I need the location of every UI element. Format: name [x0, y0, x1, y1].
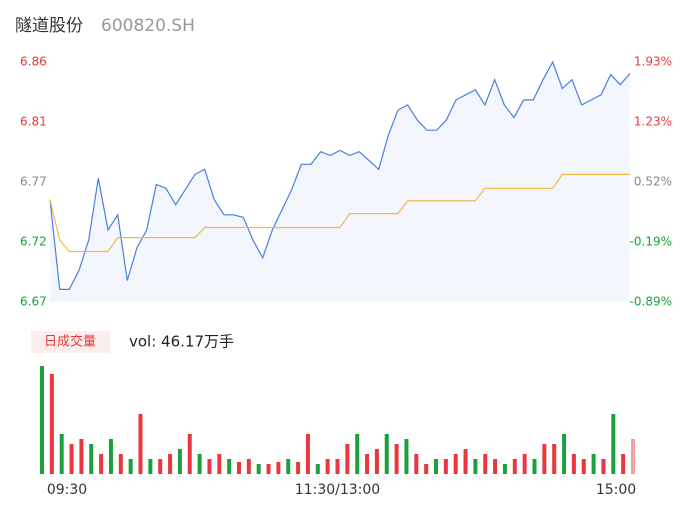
volume-bar: [246, 459, 251, 474]
volume-bar: [621, 454, 626, 474]
volume-bar: [502, 464, 507, 474]
volume-bar: [591, 454, 596, 474]
volume-bar: [325, 459, 330, 474]
y2-tick-label: -0.89%: [630, 295, 672, 309]
volume-bar: [473, 459, 478, 474]
volume-bar: [207, 459, 212, 474]
volume-bar: [89, 444, 94, 474]
stock-code: 600820.SH: [101, 16, 195, 36]
volume-bar: [148, 459, 153, 474]
volume-bar: [315, 464, 320, 474]
volume-bar: [237, 462, 241, 474]
volume-bar: [187, 434, 192, 474]
volume-bar: [158, 459, 163, 474]
volume-bar: [562, 434, 567, 474]
volume-bar: [611, 414, 616, 474]
volume-bar: [227, 459, 232, 474]
legend-label: 日成交量: [44, 334, 96, 350]
volume-bar: [552, 444, 557, 474]
volume-bar: [40, 366, 44, 474]
volume-bar: [296, 462, 301, 474]
volume-bar: [118, 454, 123, 474]
volume-bar: [168, 454, 173, 474]
y2-tick-label: 1.23%: [634, 115, 672, 129]
volume-summary: vol: 46.17万手: [129, 333, 234, 351]
volume-bar: [414, 454, 419, 474]
price-area: [50, 62, 630, 302]
volume-bar: [276, 462, 281, 474]
volume-bar: [404, 439, 409, 474]
price-line: [49, 60, 631, 290]
volume-bar: [483, 454, 488, 474]
y-tick-label: 6.81: [20, 115, 47, 129]
y-tick-label: 6.86: [20, 55, 47, 69]
x-tick-label: 11:30/13:00: [295, 482, 380, 498]
volume-bar: [335, 459, 340, 474]
volume-bar: [266, 464, 271, 474]
volume-bar: [424, 464, 429, 474]
volume-bar: [138, 414, 143, 474]
volume-bar: [197, 454, 202, 474]
volume-bar: [374, 449, 379, 474]
volume-bar: [355, 434, 360, 474]
volume-bar: [384, 434, 389, 474]
stock-name: 隧道股份: [15, 16, 83, 36]
volume-bar: [542, 444, 547, 474]
volume-bar: [79, 439, 84, 474]
volume-bar: [453, 454, 458, 474]
volume-bar: [99, 454, 104, 474]
volume-bar: [443, 459, 448, 474]
volume-bar: [286, 459, 291, 474]
volume-bar: [434, 459, 438, 474]
y-tick-label: 6.77: [20, 175, 47, 189]
volume-bar: [522, 454, 527, 474]
volume-bar: [49, 374, 54, 474]
volume-bar: [128, 459, 133, 474]
volume-bar: [108, 439, 113, 474]
y-tick-label: 6.72: [20, 235, 47, 249]
y2-tick-label: -0.19%: [630, 235, 672, 249]
x-tick-label: 09:30: [47, 482, 87, 498]
volume-bar: [532, 459, 537, 474]
volume-bar: [59, 434, 64, 474]
volume-bar: [345, 444, 350, 474]
volume-bar: [512, 459, 517, 474]
average-line: [49, 173, 630, 253]
y-tick-label: 6.67: [20, 295, 47, 309]
volume-bar: [217, 454, 222, 474]
legend-box: [31, 331, 110, 353]
volume-bar: [305, 434, 310, 474]
y2-tick-label: 0.52%: [634, 175, 672, 189]
y2-tick-label: 1.93%: [634, 55, 672, 69]
volume-bar: [69, 444, 74, 474]
volume-bar: [177, 449, 182, 474]
volume-bar: [571, 454, 576, 474]
volume-bar: [581, 459, 586, 474]
volume-bar: [631, 439, 635, 474]
volume-bar: [365, 454, 370, 474]
volume-bar: [256, 464, 261, 474]
x-tick-label: 15:00: [596, 482, 636, 498]
volume-bar: [493, 459, 498, 474]
volume-bar: [601, 459, 606, 474]
volume-bar: [394, 444, 399, 474]
volume-bar: [463, 449, 468, 474]
